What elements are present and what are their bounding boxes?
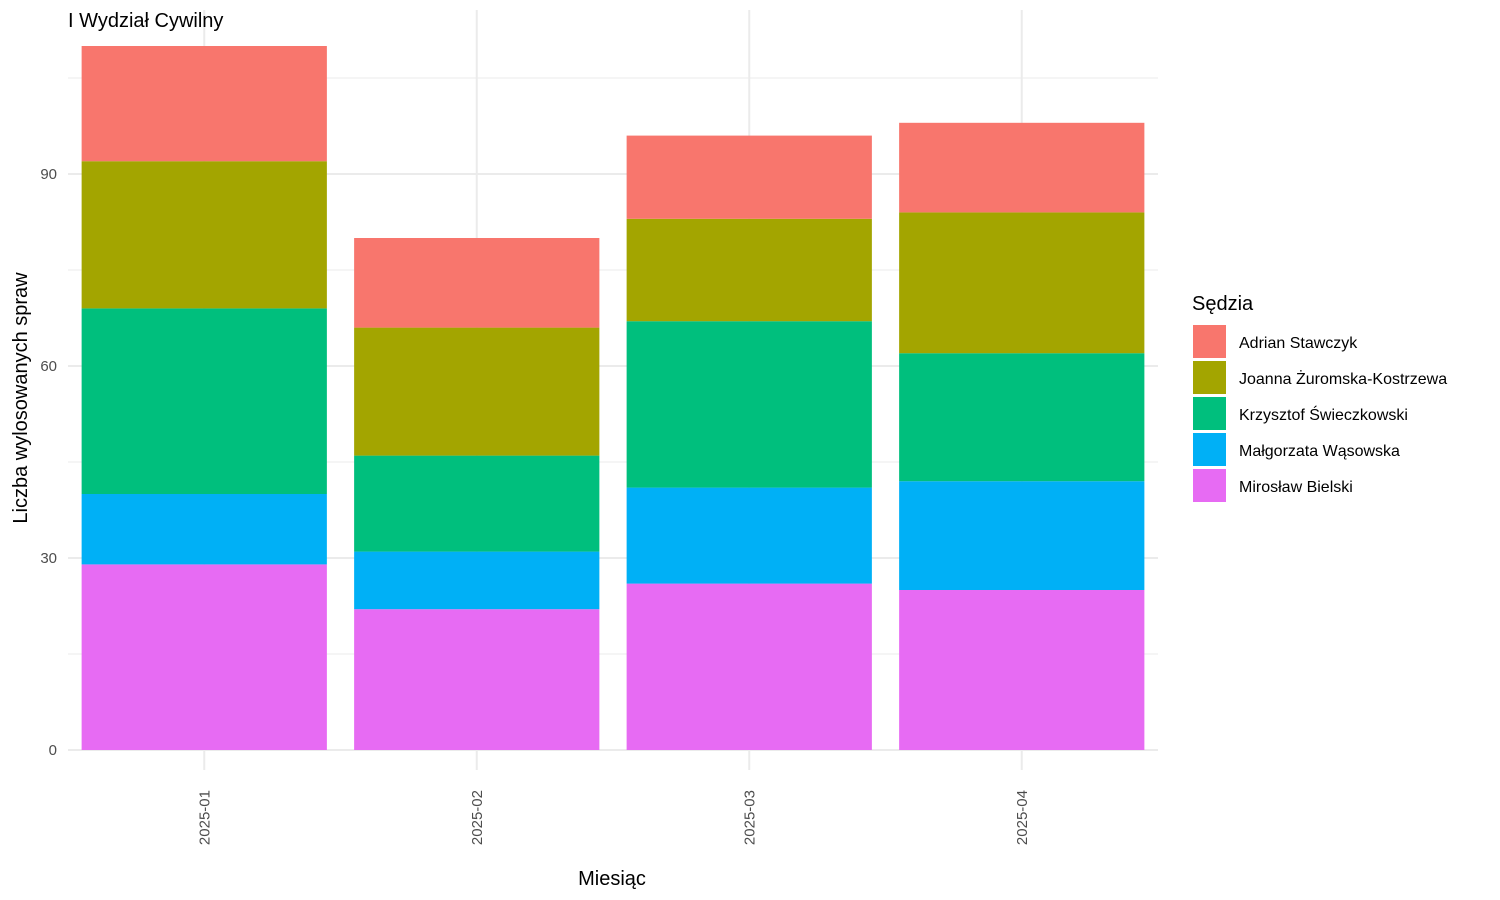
bar-segment xyxy=(354,609,600,750)
bar-segment xyxy=(899,481,1145,590)
y-axis-title: Liczba wylosowanych spraw xyxy=(10,272,32,524)
bar-segment xyxy=(899,353,1145,482)
x-tick-label: 2025-02 xyxy=(469,790,486,845)
legend-key xyxy=(1193,361,1226,394)
x-tick-label: 2025-04 xyxy=(1014,790,1031,845)
bar-segment xyxy=(81,564,327,750)
bar-segment xyxy=(626,135,872,219)
bar-segment xyxy=(626,487,872,584)
bar-segment xyxy=(354,238,600,328)
y-tick-label: 90 xyxy=(40,166,57,183)
x-axis-ticks: 2025-01 2025-02 2025-03 2025-04 xyxy=(196,790,1031,845)
legend-title: Sędzia xyxy=(1192,293,1254,315)
y-tick-label: 60 xyxy=(40,358,57,375)
x-tick-label: 2025-03 xyxy=(741,790,758,845)
y-tick-label: 0 xyxy=(49,742,57,759)
legend: Sędzia Adrian Stawczyk Joanna Żuromska-Ko… xyxy=(1192,293,1447,502)
bar-segment xyxy=(81,308,327,494)
bar-segment xyxy=(81,494,327,565)
x-axis-title: Miesiąc xyxy=(578,868,646,890)
chart-title: I Wydział Cywilny xyxy=(68,10,223,32)
bar-segment xyxy=(354,327,600,456)
legend-key xyxy=(1193,397,1226,430)
y-tick-label: 30 xyxy=(40,550,57,567)
legend-label: Mirosław Bielski xyxy=(1239,479,1353,496)
bar-segment xyxy=(626,321,872,488)
legend-key xyxy=(1193,433,1226,466)
bar-segment xyxy=(354,551,600,610)
bars xyxy=(81,46,1145,750)
legend-label: Adrian Stawczyk xyxy=(1239,335,1358,352)
x-tick-label: 2025-01 xyxy=(196,790,213,845)
bar-segment xyxy=(899,122,1145,213)
bar-segment xyxy=(899,590,1145,750)
bar-segment xyxy=(626,583,872,750)
bar-segment xyxy=(354,455,600,552)
bar-segment xyxy=(626,218,872,322)
legend-key xyxy=(1193,469,1226,502)
legend-label: Joanna Żuromska-Kostrzewa xyxy=(1239,369,1447,388)
y-axis-ticks: 0 30 60 90 xyxy=(40,166,57,759)
legend-label: Małgorzata Wąsowska xyxy=(1239,443,1400,460)
bar-segment xyxy=(81,46,327,162)
legend-key xyxy=(1193,325,1226,358)
bar-segment xyxy=(81,161,327,309)
legend-label: Krzysztof Świeczkowski xyxy=(1239,405,1408,424)
bar-segment xyxy=(899,212,1145,354)
